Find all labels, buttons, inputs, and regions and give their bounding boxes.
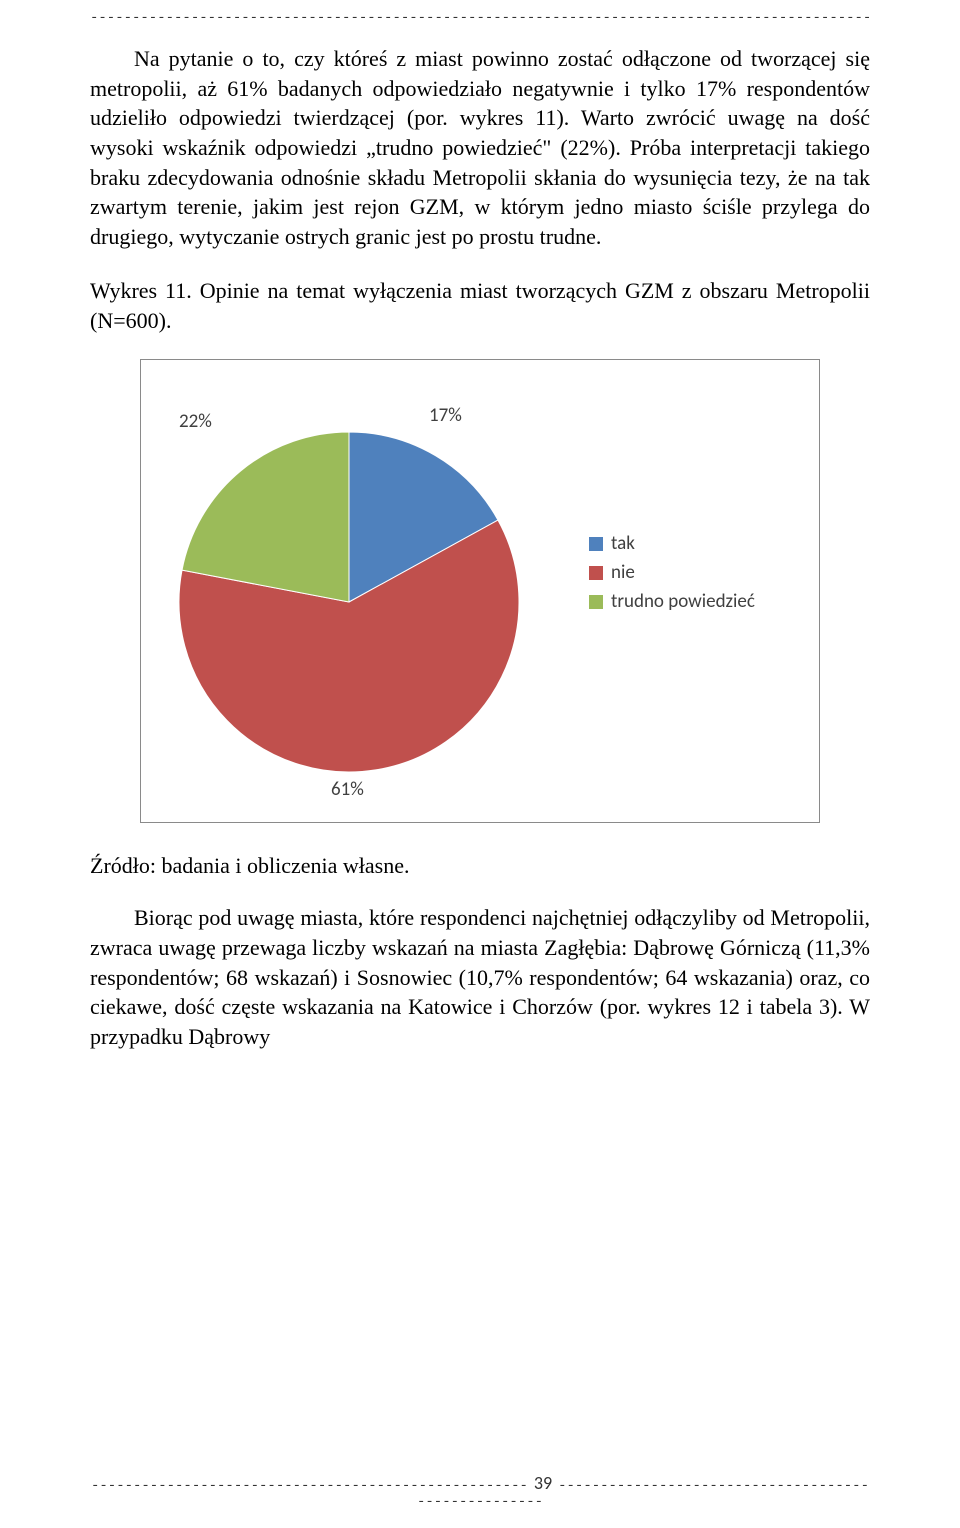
legend-label-tak: tak xyxy=(611,532,635,555)
paragraph-1: Na pytanie o to, czy któreś z miast powi… xyxy=(90,44,870,252)
legend-swatch-tak xyxy=(589,537,603,551)
pie-chart: 17% 61% 22% xyxy=(169,392,549,792)
pie-chart-container: 17% 61% 22% tak nie trudno powiedzieć xyxy=(140,359,820,823)
chart-caption: Wykres 11. Opinie na temat wyłączenia mi… xyxy=(90,276,870,335)
pie-svg xyxy=(169,422,529,782)
legend-item-trudno: trudno powiedzieć xyxy=(589,590,755,613)
page-number: 39 xyxy=(528,1472,558,1494)
footer-dash-left: ----------------------------------------… xyxy=(91,1478,528,1494)
source-line: Źródło: badania i obliczenia własne. xyxy=(90,853,870,879)
pct-label-tak: 17% xyxy=(429,404,462,427)
paragraph-2: Biorąc pod uwagę miasta, które responden… xyxy=(90,903,870,1051)
legend-item-tak: tak xyxy=(589,532,755,555)
pct-label-nie: 61% xyxy=(331,778,364,801)
pct-label-trudno: 22% xyxy=(179,410,212,433)
top-separator: ----------------------------------------… xyxy=(90,10,870,26)
legend-swatch-trudno xyxy=(589,595,603,609)
page-footer: ----------------------------------------… xyxy=(90,1472,870,1510)
legend-item-nie: nie xyxy=(589,561,755,584)
legend: tak nie trudno powiedzieć xyxy=(589,532,755,619)
legend-swatch-nie xyxy=(589,566,603,580)
legend-label-nie: nie xyxy=(611,561,635,584)
legend-label-trudno: trudno powiedzieć xyxy=(611,590,755,613)
